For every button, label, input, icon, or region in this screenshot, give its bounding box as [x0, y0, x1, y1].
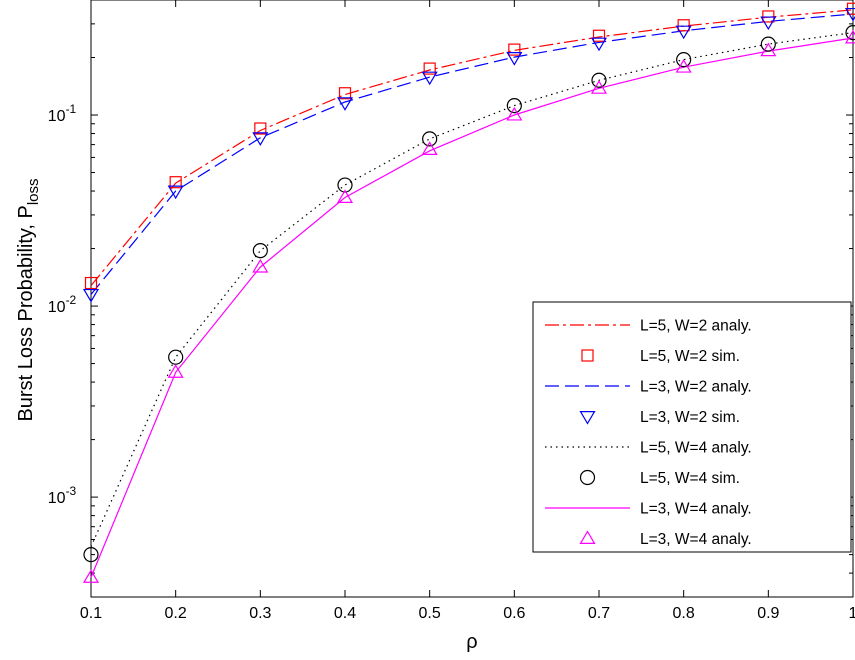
data-point-marker — [592, 29, 606, 42]
x-tick-label: 0.3 — [249, 605, 271, 622]
x-tick-label: 1 — [849, 605, 855, 622]
legend-label: L=3, W=2 sim. — [640, 409, 740, 426]
series-line — [90, 13, 854, 295]
data-point-marker — [84, 276, 98, 290]
data-point-marker — [252, 132, 269, 146]
data-point-marker — [591, 72, 607, 88]
data-point-marker — [844, 29, 855, 44]
data-point-marker — [83, 547, 99, 563]
data-point-marker — [506, 106, 523, 121]
data-point-marker — [336, 189, 354, 204]
series-lines — [90, 9, 854, 578]
legend-label: L=5, W=2 sim. — [640, 348, 740, 365]
data-point-marker — [675, 25, 692, 40]
data-point-marker — [82, 569, 100, 583]
data-point-marker — [421, 71, 438, 86]
data-point-marker — [590, 37, 608, 52]
y-tick-label-base: 10 — [48, 299, 66, 316]
legend-marker-sample — [579, 411, 596, 425]
data-point-marker — [167, 185, 184, 200]
y-tick-label-exponent: -1 — [66, 102, 77, 116]
y-axis-title-subscript: loss — [25, 178, 42, 205]
data-point-marker — [760, 42, 777, 57]
x-tick-label: 0.4 — [334, 605, 356, 622]
series-line — [90, 32, 854, 547]
y-tick-label-base: 10 — [48, 490, 66, 507]
legend-marker-sample — [579, 530, 596, 545]
legend-label: L=5, W=4 sim. — [640, 470, 740, 487]
data-point-marker — [845, 25, 855, 41]
legend-label: L=3, W=4 analy. — [640, 501, 752, 518]
data-point-marker — [252, 243, 268, 259]
data-point-marker — [423, 62, 436, 75]
data-point-marker — [506, 98, 522, 114]
y-tick-label-exponent: -2 — [66, 293, 77, 307]
x-tick-label: 0.5 — [419, 605, 441, 622]
data-point-marker — [506, 52, 523, 66]
data-point-marker — [844, 7, 855, 22]
data-point-marker — [590, 80, 608, 94]
data-point-marker — [82, 288, 100, 303]
data-point-marker — [676, 52, 692, 68]
data-point-marker — [337, 177, 353, 193]
legend-marker-sample — [579, 469, 596, 486]
data-point-marker — [760, 16, 777, 31]
x-tick-label: 0.6 — [503, 605, 525, 622]
legend-label: L=3, W=4 analy. — [640, 531, 752, 548]
data-point-marker — [167, 364, 184, 378]
legend-label: L=3, W=2 analy. — [640, 379, 752, 396]
data-point-marker — [336, 97, 354, 111]
data-point-marker — [422, 131, 438, 147]
data-point-marker — [675, 58, 692, 73]
data-point-marker — [254, 122, 267, 135]
series-markers — [82, 2, 855, 583]
data-point-marker — [421, 141, 438, 155]
y-tick-label: 10-3 — [48, 484, 77, 507]
data-point-marker — [169, 176, 182, 189]
legend: L=5, W=2 analy. L=5, W=2 sim. L=3, W=2 ana… — [532, 301, 852, 553]
series-line — [90, 9, 854, 286]
x-tick-label: 0.9 — [757, 605, 779, 622]
y-axis-title: Burst Loss Probability, Ploss — [15, 178, 42, 421]
series-line — [90, 37, 854, 578]
legend-label: L=5, W=2 analy. — [640, 318, 752, 335]
x-tick-label: 0.7 — [588, 605, 610, 622]
x-tick-label: 0.8 — [673, 605, 695, 622]
x-tick-label: 0.2 — [165, 605, 187, 622]
data-point-marker — [760, 36, 776, 52]
x-tick-label: 0.1 — [80, 605, 102, 622]
legend-label: L=5, W=4 analy. — [640, 440, 752, 457]
legend-box — [532, 301, 852, 553]
legend-marker-sample — [581, 349, 594, 362]
data-point-marker — [338, 87, 352, 100]
y-axis-title-main: Burst Loss Probability, P — [15, 205, 37, 421]
y-tick-label: 10-1 — [48, 102, 77, 125]
x-axis-title: ρ — [466, 631, 477, 653]
y-tick-label-exponent: -3 — [66, 484, 77, 498]
x-ticks: 0.1 0.2 0.3 0.4 0.5 0.6 0.7 0.8 0.9 1 — [80, 0, 855, 622]
data-point-marker — [508, 43, 521, 56]
y-tick-label-base: 10 — [48, 108, 66, 125]
data-point-marker — [677, 19, 690, 32]
y-tick-label: 10-2 — [48, 293, 77, 316]
data-point-marker — [252, 258, 269, 273]
